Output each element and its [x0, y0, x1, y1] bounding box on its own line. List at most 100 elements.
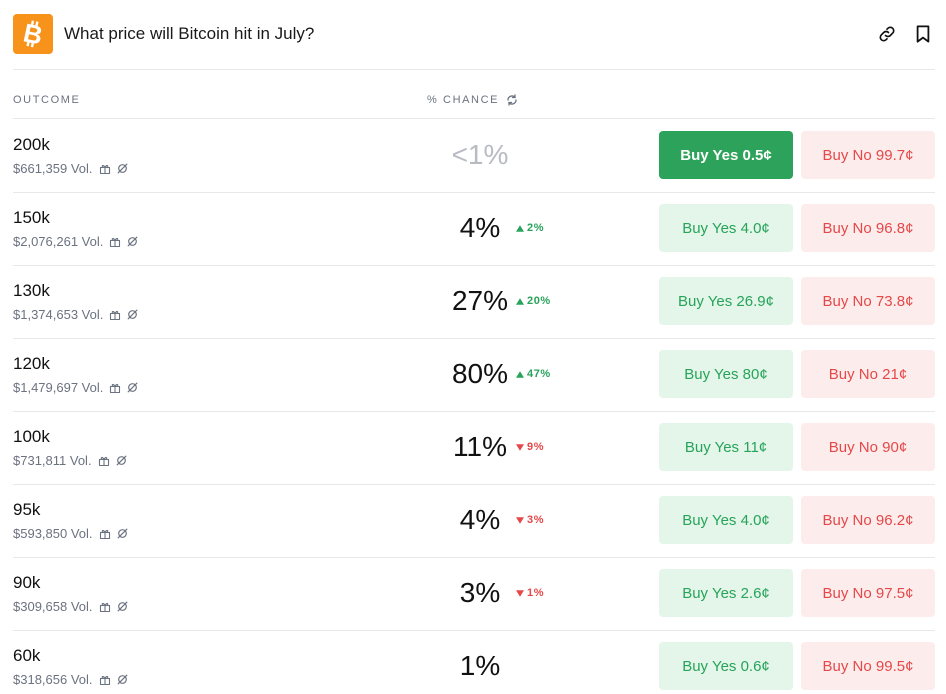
outcome-meta: $309,658 Vol.	[13, 599, 134, 614]
delta-value: 2%	[527, 222, 545, 234]
buy-yes-button[interactable]: Buy Yes 2.6¢	[659, 569, 793, 617]
refresh-icon[interactable]	[506, 94, 518, 106]
gift-icon[interactable]	[109, 309, 121, 321]
buy-yes-button[interactable]: Buy Yes 4.0¢	[659, 204, 793, 252]
buy-no-button[interactable]: Buy No 99.7¢	[801, 131, 935, 179]
delta-value: 9%	[527, 441, 545, 453]
link-icon[interactable]	[875, 22, 899, 46]
header-divider	[13, 69, 935, 70]
chance-column-header: % CHANCE	[427, 94, 518, 106]
chance-value: <1%	[451, 139, 509, 170]
chance-delta: 9%	[516, 441, 544, 453]
row-divider	[13, 411, 935, 412]
rewards-slash-icon[interactable]	[116, 162, 129, 175]
triangle-up-icon	[516, 224, 524, 232]
buy-no-button[interactable]: Buy No 96.8¢	[801, 204, 935, 252]
volume-label: $1,374,653 Vol.	[13, 307, 104, 322]
gift-icon[interactable]	[99, 674, 111, 686]
volume-label: $593,850 Vol.	[13, 526, 93, 541]
volume-label: $2,076,261 Vol.	[13, 234, 104, 249]
outcome-meta: $1,374,653 Vol.	[13, 307, 144, 322]
outcome-name: 130k	[13, 281, 50, 300]
buy-no-button[interactable]: Buy No 99.5¢	[801, 642, 935, 690]
gift-icon[interactable]	[98, 455, 110, 467]
buy-yes-button[interactable]: Buy Yes 0.5¢	[659, 131, 793, 179]
buy-yes-button[interactable]: Buy Yes 26.9¢	[659, 277, 793, 325]
chance-cell: 11% 9%	[445, 428, 625, 466]
buy-yes-button[interactable]: Buy Yes 80¢	[659, 350, 793, 398]
page-title: What price will Bitcoin hit in July?	[64, 24, 315, 43]
gift-icon[interactable]	[99, 528, 111, 540]
outcome-meta: $731,811 Vol.	[13, 453, 133, 468]
outcome-row[interactable]: 90k $309,658 Vol. 3% 1% Buy Yes 2.6¢ Buy No 9…	[13, 557, 935, 630]
rewards-slash-icon[interactable]	[116, 600, 129, 613]
outcome-meta: $318,656 Vol.	[13, 672, 134, 687]
rewards-slash-icon[interactable]	[126, 235, 139, 248]
outcome-meta: $1,479,697 Vol.	[13, 380, 144, 395]
row-divider	[13, 630, 935, 631]
triangle-down-icon	[516, 589, 524, 597]
table-header-divider	[13, 118, 935, 119]
delta-value: 3%	[527, 514, 545, 526]
chance-cell: 4% 2%	[445, 209, 625, 247]
outcome-row[interactable]: 120k $1,479,697 Vol. 80% 47% Buy Yes 80¢ Buy …	[13, 338, 935, 411]
outcome-name: 200k	[13, 135, 50, 154]
chance-cell: 1%	[445, 647, 625, 685]
rewards-slash-icon[interactable]	[126, 308, 139, 321]
chance-delta: 1%	[516, 587, 544, 599]
gift-icon[interactable]	[99, 163, 111, 175]
chance-delta: 3%	[516, 514, 544, 526]
outcome-row[interactable]: 150k $2,076,261 Vol. 4% 2% Buy Yes 4.0¢ Buy N…	[13, 192, 935, 265]
volume-label: $309,658 Vol.	[13, 599, 93, 614]
buy-no-button[interactable]: Buy No 21¢	[801, 350, 935, 398]
buy-no-button[interactable]: Buy No 97.5¢	[801, 569, 935, 617]
gift-icon[interactable]	[109, 236, 121, 248]
outcome-row[interactable]: 200k $661,359 Vol. <1% Buy Yes 0.5¢ Buy No 9…	[13, 119, 935, 192]
chance-value: 27%	[451, 285, 509, 316]
delta-value: 1%	[527, 587, 545, 599]
volume-label: $661,359 Vol.	[13, 161, 93, 176]
row-divider	[13, 557, 935, 558]
buy-no-button[interactable]: Buy No 73.8¢	[801, 277, 935, 325]
chance-value: 1%	[459, 650, 501, 681]
buy-no-button[interactable]: Buy No 90¢	[801, 423, 935, 471]
rewards-slash-icon[interactable]	[115, 454, 128, 467]
rewards-slash-icon[interactable]	[126, 381, 139, 394]
chance-value: 80%	[451, 358, 509, 389]
row-divider	[13, 484, 935, 485]
volume-label: $731,811 Vol.	[13, 453, 92, 468]
gift-icon[interactable]	[109, 382, 121, 394]
outcome-row[interactable]: 100k $731,811 Vol. 11% 9% Buy Yes 11¢ Buy No …	[13, 411, 935, 484]
chance-cell: 3% 1%	[445, 574, 625, 612]
gift-icon[interactable]	[99, 601, 111, 613]
row-divider	[13, 192, 935, 193]
buy-yes-button[interactable]: Buy Yes 11¢	[659, 423, 793, 471]
row-divider	[13, 265, 935, 266]
chance-value: 4%	[459, 504, 501, 535]
bookmark-icon[interactable]	[911, 22, 935, 46]
chance-cell: 80% 47%	[445, 355, 625, 393]
outcome-row[interactable]: 130k $1,374,653 Vol. 27% 20% Buy Yes 26.9¢ Bu…	[13, 265, 935, 338]
chance-cell: 27% 20%	[445, 282, 625, 320]
outcome-name: 95k	[13, 500, 41, 519]
chance-delta: 47%	[516, 368, 551, 380]
buy-no-button[interactable]: Buy No 96.2¢	[801, 496, 935, 544]
rewards-slash-icon[interactable]	[116, 673, 129, 686]
bitcoin-icon: B	[13, 14, 53, 54]
chance-delta: 2%	[516, 222, 544, 234]
outcome-name: 150k	[13, 208, 50, 227]
triangle-down-icon	[516, 443, 524, 451]
outcome-meta: $2,076,261 Vol.	[13, 234, 144, 249]
outcome-row[interactable]: 95k $593,850 Vol. 4% 3% Buy Yes 4.0¢ Buy No 9…	[13, 484, 935, 557]
outcome-name: 100k	[13, 427, 50, 446]
delta-value: 20%	[527, 295, 551, 307]
rewards-slash-icon[interactable]	[116, 527, 129, 540]
outcome-name: 90k	[13, 573, 41, 592]
buy-yes-button[interactable]: Buy Yes 0.6¢	[659, 642, 793, 690]
chance-column-label: % CHANCE	[427, 94, 500, 106]
chance-cell: 4% 3%	[445, 501, 625, 539]
chance-cell: <1%	[445, 136, 625, 174]
buy-yes-button[interactable]: Buy Yes 4.0¢	[659, 496, 793, 544]
row-divider	[13, 338, 935, 339]
outcome-row[interactable]: 60k $318,656 Vol. 1% Buy Yes 0.6¢ Buy No 99.…	[13, 630, 935, 694]
